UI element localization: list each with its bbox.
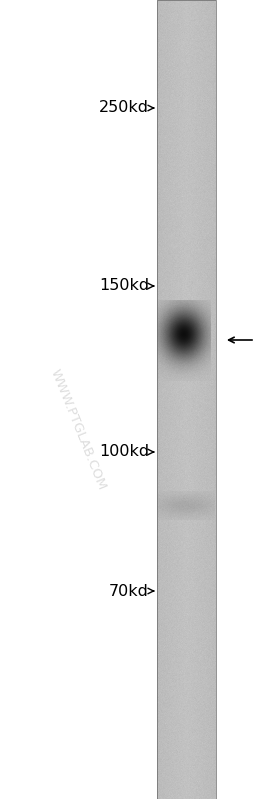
- Text: 70kd: 70kd: [109, 583, 149, 598]
- Bar: [157, 0, 216, 799]
- Text: WWW.PTGLAB.COM: WWW.PTGLAB.COM: [48, 368, 108, 492]
- Text: 250kd: 250kd: [99, 101, 149, 116]
- Text: 150kd: 150kd: [99, 279, 149, 293]
- Text: 100kd: 100kd: [99, 444, 149, 459]
